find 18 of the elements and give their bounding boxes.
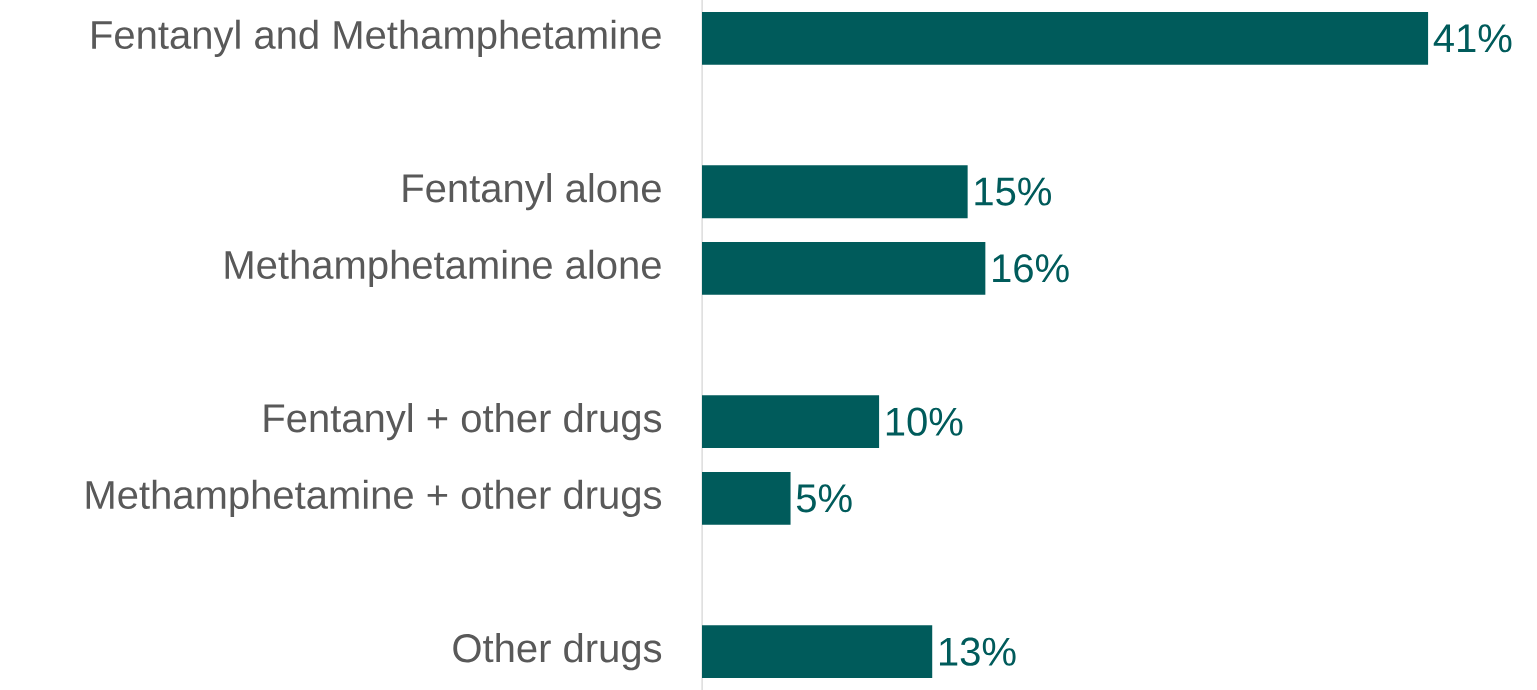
data-label: 13% (939, 637, 1016, 666)
data-label: 16% (993, 254, 1069, 283)
data-label: 5% (796, 484, 852, 513)
bar (702, 395, 880, 449)
y-tick-label: Fentanyl alone (403, 173, 661, 211)
y-tick-label: Fentanyl and Methamphetamine (92, 19, 661, 57)
y-tick-label: Methamphetamine + other drugs (86, 479, 662, 517)
y-tick-label: Other drugs (453, 633, 662, 671)
data-label: 10% (886, 407, 963, 436)
bar (702, 471, 791, 525)
y-tick-label: Methamphetamine alone (225, 249, 661, 287)
y-tick-label: Fentanyl + other drugs (264, 403, 662, 441)
bar (702, 625, 933, 679)
bar (702, 165, 968, 219)
data-label: 15% (975, 177, 1051, 206)
bar (702, 241, 986, 295)
bar (702, 11, 1429, 65)
data-label: 41% (1433, 24, 1512, 53)
